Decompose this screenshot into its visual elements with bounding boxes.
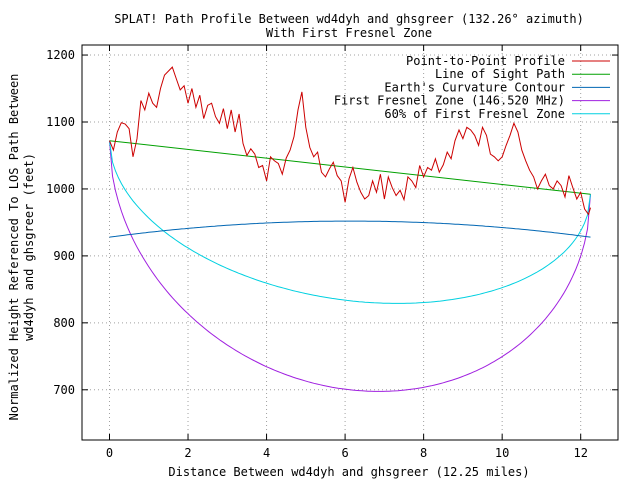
x-tick-label: 10 [495, 446, 509, 460]
x-tick-label: 6 [341, 446, 348, 460]
x-tick-label: 2 [184, 446, 191, 460]
line-of-sight-line [109, 140, 591, 195]
x-tick-label: 12 [573, 446, 587, 460]
chart-title-line-2: With First Fresnel Zone [266, 26, 432, 40]
fresnel-60-percent-line [109, 140, 591, 304]
legend-label: Point-to-Point Profile [406, 54, 565, 68]
legend-label: First Fresnel Zone (146.520 MHz) [334, 94, 565, 108]
series-lines [109, 66, 591, 392]
terrain-profile-line [109, 66, 591, 216]
y-tick-label: 700 [53, 383, 75, 397]
y-tick-label: 800 [53, 316, 75, 330]
legend-label: Earth's Curvature Contour [384, 80, 565, 94]
chart-title-line-1: SPLAT! Path Profile Between wd4dyh and g… [114, 12, 584, 26]
fresnel-zone-line [109, 140, 591, 392]
earth-curvature-line [109, 220, 591, 238]
y-tick-label: 1000 [46, 182, 75, 196]
x-tick-label: 4 [263, 446, 270, 460]
y-tick-label: 900 [53, 249, 75, 263]
legend-label: 60% of First Fresnel Zone [384, 107, 565, 121]
y-tick-label: 1100 [46, 115, 75, 129]
y-axis-label-line-2: wd4dyh and ghsgreer (feet) [22, 153, 36, 341]
x-axis-label: Distance Between wd4dyh and ghsgreer (12… [168, 465, 529, 479]
y-tick-label: 1200 [46, 48, 75, 62]
y-axis-label-line-1: Normalized Height Referenced To LOS Path… [7, 74, 21, 421]
x-tick-label: 0 [106, 446, 113, 460]
axis-ticks: 0 2 4 6 8 10 12 700 800 900 1000 1100 1200 [46, 45, 618, 460]
plot-frame [81, 44, 619, 441]
legend-label: Line of Sight Path [435, 67, 565, 81]
x-tick-label: 8 [420, 446, 427, 460]
